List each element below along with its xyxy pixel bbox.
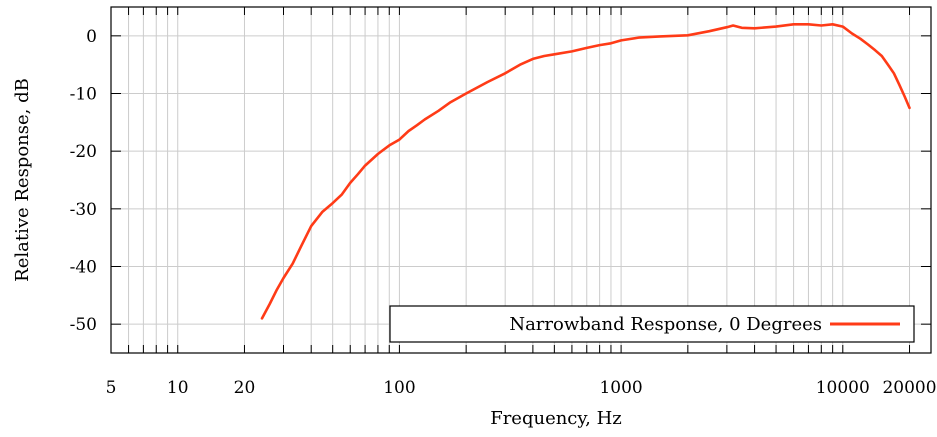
- x-axis-label: Frequency, Hz: [490, 408, 622, 429]
- grid-lines: [111, 7, 931, 353]
- plot-area-frame: [110, 6, 932, 354]
- legend-box: [389, 305, 915, 343]
- x-tick-label: 5: [106, 378, 117, 398]
- x-tick-label: 100: [383, 378, 415, 398]
- x-tick-label: 10: [167, 378, 189, 398]
- x-tick-label: 10000: [816, 378, 870, 398]
- y-tick-label: -10: [70, 85, 97, 105]
- legend: Narrowband Response, 0 Degrees: [389, 305, 915, 343]
- axis-ticks: [111, 7, 931, 353]
- tick-labels: 0 -10 -20 -30 -40 -50 5 10 20 100 1000 10000 20000: [70, 27, 937, 398]
- x-tick-label: 1000: [599, 378, 642, 398]
- y-tick-label: -40: [70, 258, 97, 278]
- legend-label: Narrowband Response, 0 Degrees: [509, 314, 822, 335]
- x-tick-label: 20000: [882, 378, 936, 398]
- y-axis-label: Relative Response, dB: [12, 78, 33, 282]
- y-tick-label: -50: [70, 315, 97, 335]
- y-tick-label: -30: [70, 200, 97, 220]
- y-tick-label: 0: [86, 27, 97, 47]
- y-tick-label: -20: [70, 142, 97, 162]
- x-tick-label: 20: [234, 378, 256, 398]
- series-line: [260, 22, 911, 320]
- series-layer: [260, 22, 911, 320]
